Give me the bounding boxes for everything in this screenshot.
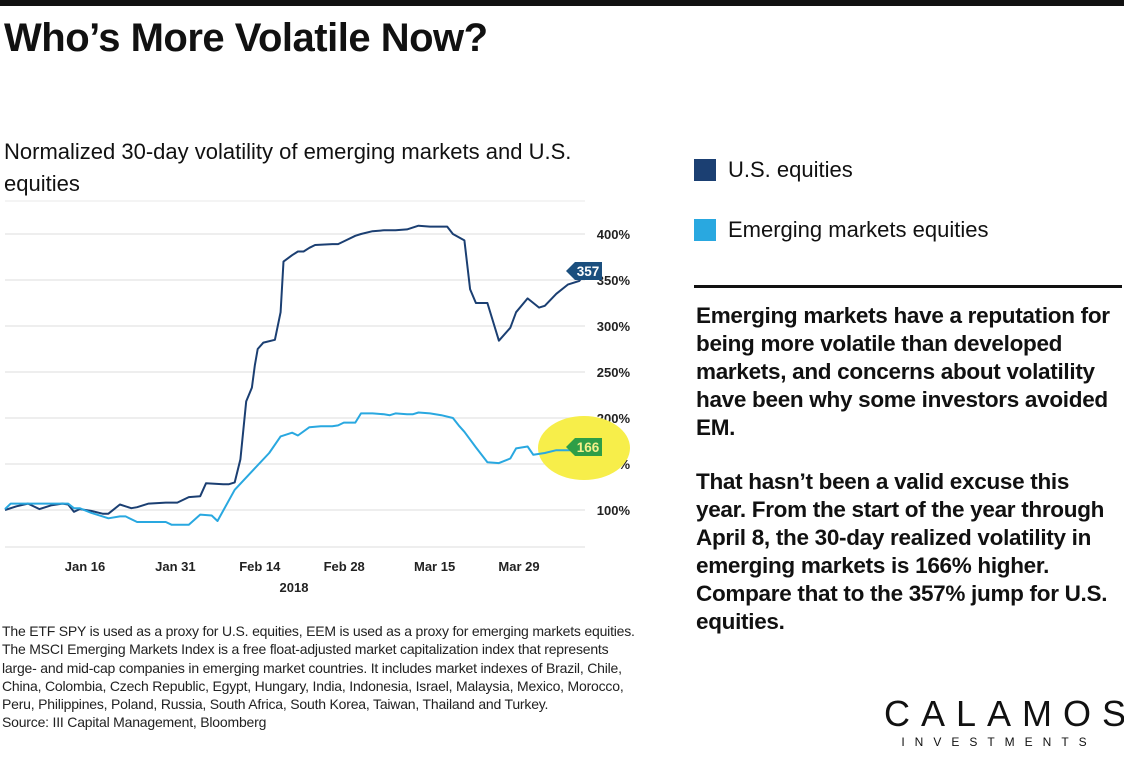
top-rule bbox=[0, 0, 1124, 6]
chart-subtitle: Normalized 30-day volatility of emerging… bbox=[4, 139, 572, 196]
chart-legend: U.S. equities Emerging markets equities bbox=[694, 140, 988, 260]
source-text: Source: III Capital Management, Bloomber… bbox=[2, 714, 267, 731]
x-tick-label: Jan 31 bbox=[155, 559, 195, 574]
logo-subtitle: INVESTMENTS bbox=[901, 735, 1097, 749]
footnote: The ETF SPY is used as a proxy for U.S. … bbox=[2, 622, 642, 732]
x-axis-title: 2018 bbox=[280, 580, 309, 595]
us-end-label-tag-icon bbox=[566, 262, 602, 280]
y-tick-label: 400% bbox=[597, 227, 631, 242]
legend-swatch-us-icon bbox=[694, 159, 716, 181]
em-end-label-value: 166 bbox=[577, 440, 600, 455]
em-end-label-tag-icon bbox=[566, 438, 602, 456]
y-tick-label: 300% bbox=[597, 319, 631, 334]
commentary-paragraph-1: Emerging markets have a reputation for b… bbox=[696, 303, 1110, 440]
legend-item-us-equities: U.S. equities bbox=[694, 140, 988, 200]
em-equities-line bbox=[4, 411, 586, 526]
footnote-text: The ETF SPY is used as a proxy for U.S. … bbox=[2, 623, 635, 713]
us-equities-line bbox=[4, 224, 586, 515]
y-tick-label: 100% bbox=[597, 503, 631, 518]
legend-item-em-equities: Emerging markets equities bbox=[694, 200, 988, 260]
page-title: Who’s More Volatile Now? bbox=[4, 16, 488, 60]
logo-name: CALAMOS bbox=[884, 693, 1124, 734]
calamos-logo: CALAMOS INVESTMENTS bbox=[884, 693, 1124, 750]
divider bbox=[694, 285, 1122, 288]
y-tick-label: 350% bbox=[597, 273, 631, 288]
x-tick-label: Mar 15 bbox=[414, 559, 455, 574]
x-tick-label: Feb 14 bbox=[239, 559, 281, 574]
y-tick-label: 250% bbox=[597, 365, 631, 380]
legend-label: U.S. equities bbox=[728, 157, 853, 182]
commentary-paragraph-2: That hasn’t been a valid excuse this yea… bbox=[696, 469, 1108, 634]
legend-label: Emerging markets equities bbox=[728, 217, 989, 242]
us-end-label-value: 357 bbox=[577, 264, 600, 279]
commentary: Emerging markets have a reputation for b… bbox=[696, 302, 1122, 662]
x-tick-label: Mar 29 bbox=[498, 559, 539, 574]
x-tick-label: Feb 28 bbox=[324, 559, 365, 574]
x-tick-label: Jan 16 bbox=[65, 559, 105, 574]
legend-swatch-em-icon bbox=[694, 219, 716, 241]
